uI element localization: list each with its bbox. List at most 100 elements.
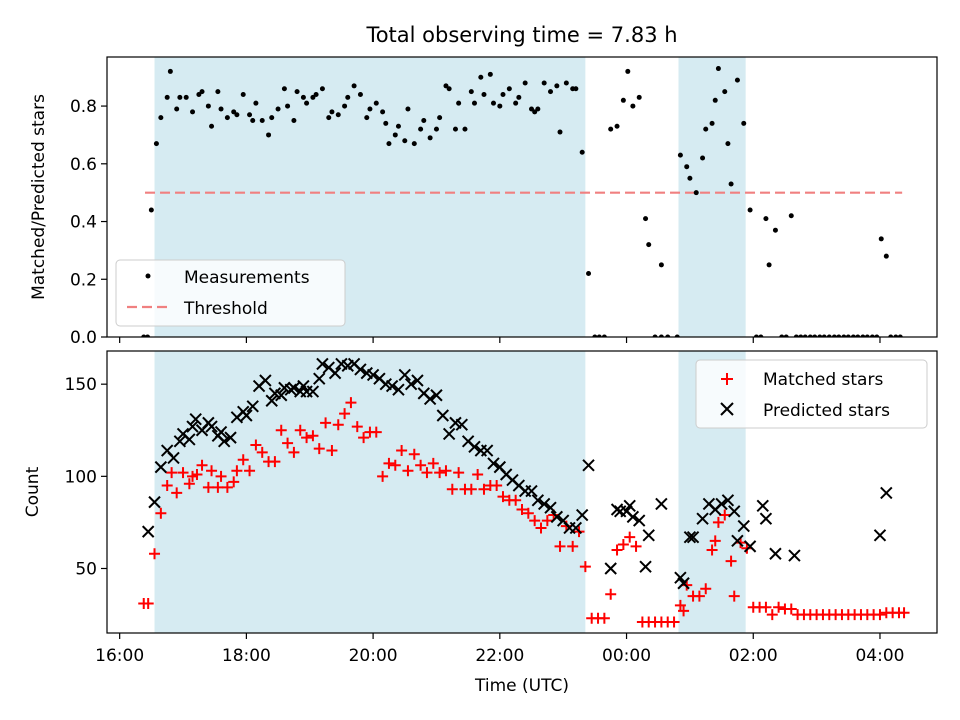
measurement-point <box>712 97 718 103</box>
predicted-stars-point <box>487 457 500 470</box>
measurement-point <box>741 120 747 126</box>
predicted-stars-point <box>154 460 168 474</box>
matched-stars-point <box>453 467 465 479</box>
measurement-point <box>646 242 652 248</box>
predicted-stars-point <box>148 495 161 509</box>
matched-stars-point <box>415 459 427 471</box>
matched-stars-point <box>440 465 452 477</box>
matched-stars-point <box>358 432 370 444</box>
ratio-x-ticks <box>119 337 881 343</box>
measurement-point <box>497 103 503 109</box>
predicted-stars-point <box>582 459 595 472</box>
measurement-point <box>285 103 291 109</box>
measurement-point <box>579 149 585 155</box>
measurement-point <box>677 152 683 158</box>
measurement-point <box>753 334 759 337</box>
measurement-point <box>367 106 373 112</box>
y-tick-label: 0.4 <box>70 213 97 233</box>
matched-stars-point <box>313 443 325 455</box>
measurement-point <box>266 132 272 138</box>
measurement-point <box>224 115 230 121</box>
x-tick-label: 22:00 <box>475 646 524 666</box>
predicted-stars-point <box>737 519 750 533</box>
shaded-interval-1 <box>678 57 746 337</box>
measurement-point <box>850 334 856 337</box>
predicted-stars-point <box>655 497 668 511</box>
predicted-stars-point <box>468 440 481 454</box>
matched-stars-point <box>326 445 338 457</box>
measurement-point <box>522 80 528 86</box>
measurement-point <box>421 118 427 124</box>
predicted-stars-point <box>214 425 228 439</box>
measurement-point <box>763 216 769 222</box>
measurement-point <box>535 106 541 112</box>
count-x-axis: 16:00 18:00 20:00 22:00 00:00 02:00 04:00 <box>95 633 904 666</box>
predicted-stars-point <box>728 505 741 518</box>
matched-stars-point <box>598 612 610 624</box>
matched-stars-point <box>155 507 167 519</box>
measurement-point <box>836 334 842 337</box>
y-tick-label: 0.8 <box>70 97 97 117</box>
measurement-point <box>259 118 265 124</box>
matched-stars-point <box>522 507 534 519</box>
measurement-point <box>141 334 147 337</box>
matched-stars-point <box>345 397 357 409</box>
measurement-point <box>427 135 433 141</box>
measurement-point <box>383 120 389 126</box>
matched-stars-point <box>288 446 300 458</box>
predicted-stars-point <box>246 400 259 413</box>
legend-label-measurements: Measurements <box>184 268 310 288</box>
x-tick-label: 20:00 <box>349 646 398 666</box>
chart-title: Total observing time = 7.83 h <box>365 23 677 47</box>
measurement-point <box>190 109 196 115</box>
measurement-point <box>500 92 506 98</box>
predicted-stars-point <box>677 577 690 590</box>
measurement-point <box>758 334 764 337</box>
measurement-point <box>700 155 706 161</box>
legend-label-predicted: Predicted stars <box>763 401 890 421</box>
measurement-point <box>541 80 547 86</box>
measurement-point <box>703 126 709 132</box>
matched-stars-point <box>307 430 319 442</box>
measurement-point <box>817 334 823 337</box>
predicted-stars-point <box>275 389 288 402</box>
matched-stars-point <box>678 605 690 617</box>
measurement-point <box>351 83 357 89</box>
y-tick-label: 50 <box>75 559 97 579</box>
measurement-point <box>329 109 335 115</box>
measurement-point <box>783 334 789 337</box>
count-y-label: Count <box>23 466 43 517</box>
measurement-point <box>395 123 401 129</box>
measurement-point <box>167 68 173 74</box>
measurement-point <box>630 103 636 109</box>
matched-stars-point <box>231 465 243 477</box>
measurement-point <box>693 190 699 196</box>
predicted-stars-point <box>442 427 456 441</box>
count-y-axis: 50 100 150 <box>65 375 107 579</box>
measurement-point <box>747 207 753 213</box>
measurement-point <box>335 112 341 118</box>
predicted-stars-point <box>686 530 700 544</box>
measurement-point <box>874 334 880 337</box>
predicted-stars-point <box>626 510 640 524</box>
predicted-stars-point <box>173 435 187 448</box>
matched-stars-point <box>256 446 268 458</box>
ratio-panel: 0.00.20.40.60.8 Matched/Predicted stars … <box>29 56 938 348</box>
ratio-y-axis: 0.0 0.2 0.4 0.6 0.8 <box>70 97 107 348</box>
y-tick-label: 0.0 <box>70 328 97 348</box>
predicted-stars-point <box>436 409 450 422</box>
measurement-point <box>364 115 370 121</box>
measurement-point <box>821 334 827 337</box>
matched-stars-point <box>766 609 778 621</box>
ratio-y-label: Matched/Predicted stars <box>29 94 49 300</box>
matched-stars-point <box>149 548 161 560</box>
measurement-point <box>793 334 799 337</box>
measurement-point <box>529 106 535 112</box>
measurement-point <box>199 89 205 95</box>
measurement-point <box>725 141 731 147</box>
predicted-stars-point <box>224 431 237 444</box>
predicted-stars-point <box>756 499 769 513</box>
predicted-stars-point <box>366 368 380 382</box>
predicted-stars-point <box>788 549 801 562</box>
